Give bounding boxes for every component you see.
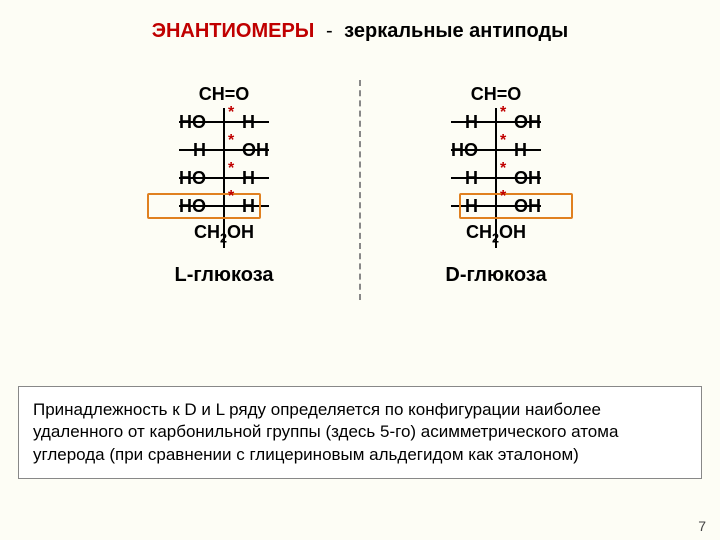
chem-c4: * H OH [401,164,591,192]
explanation-box: Принадлежность к D и L ряду определяется… [18,386,702,479]
top-group: CH=O [471,84,522,105]
chem-c5: * H OH [401,192,591,220]
chem-bottom: CH2OH [129,220,319,248]
chem-c4: * HO H [129,164,319,192]
left-sub: HO [179,168,206,189]
fischer-left: CH=O * HO H * H OH * HO H * HO H CH [129,80,319,370]
bottom-group: CH2OH [194,222,254,246]
left-sub: H [193,140,206,161]
title-black: зеркальные антиподы [344,20,568,42]
chiral-star-icon: * [500,104,506,122]
explanation-text: Принадлежность к D и L ряду определяется… [33,400,618,464]
molecule-label-left: L-глюкоза [129,264,319,287]
title-red: ЭНАНТИОМЕРЫ [152,20,315,42]
left-sub: HO [451,140,478,161]
left-sub: H [465,196,478,217]
page-title: ЭНАНТИОМЕРЫ - зеркальные антиподы [0,20,720,43]
chem-c2: * HO H [129,108,319,136]
chem-bottom: CH2OH [401,220,591,248]
chem-c3: * H OH [129,136,319,164]
right-sub: H [242,112,255,133]
chiral-star-icon: * [228,104,234,122]
title-dash: - [326,20,333,42]
mirror-line-icon [359,80,361,300]
chem-top: CH=O [401,80,591,108]
chiral-star-icon: * [228,188,234,206]
left-sub: HO [179,112,206,133]
right-sub: OH [242,140,269,161]
left-sub: HO [179,196,206,217]
right-sub: OH [514,112,541,133]
chem-c5: * HO H [129,192,319,220]
chem-c2: * H OH [401,108,591,136]
page-number: 7 [698,518,706,534]
bottom-group: CH2OH [466,222,526,246]
fischer-right: CH=O * H OH * HO H * H OH * H OH CH [401,80,591,370]
chem-c3: * HO H [401,136,591,164]
diagram-area: CH=O * HO H * H OH * HO H * HO H CH [0,80,720,370]
left-sub: H [465,112,478,133]
molecule-label-right: D-глюкоза [401,264,591,287]
left-sub: H [465,168,478,189]
top-group: CH=O [199,84,250,105]
chiral-star-icon: * [500,188,506,206]
right-sub: OH [514,196,541,217]
right-sub: H [514,140,527,161]
chiral-star-icon: * [500,132,506,150]
right-sub: H [242,168,255,189]
chem-top: CH=O [129,80,319,108]
chiral-star-icon: * [228,132,234,150]
right-sub: OH [514,168,541,189]
right-sub: H [242,196,255,217]
chiral-star-icon: * [500,160,506,178]
chiral-star-icon: * [228,160,234,178]
